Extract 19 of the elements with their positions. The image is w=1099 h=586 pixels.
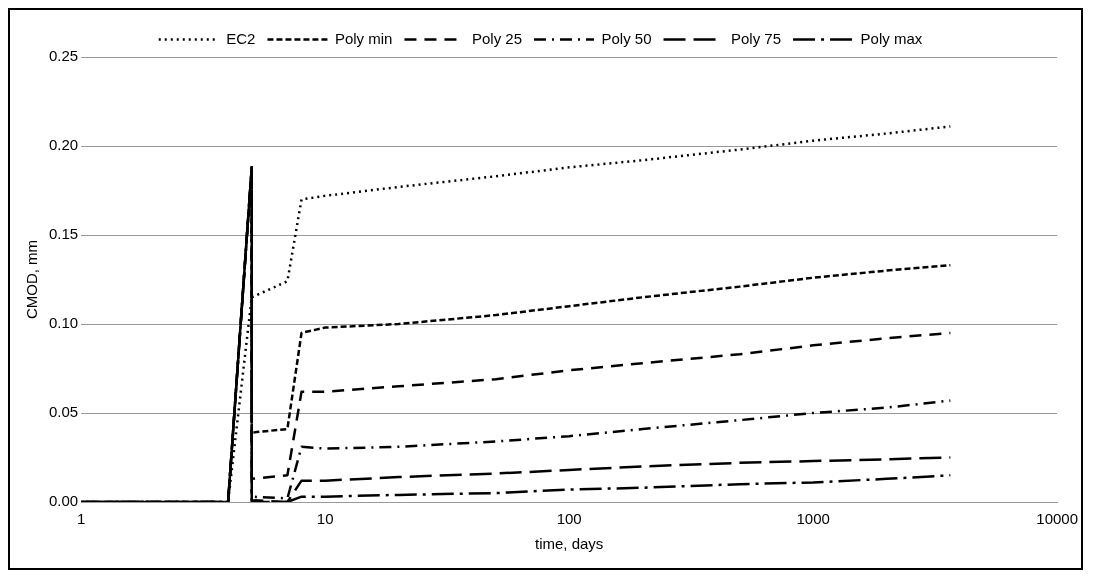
y-tick-label: 0.10 (48, 314, 79, 332)
y-tick-label: 0.00 (48, 492, 79, 510)
y-axis-title: CMOD, mm (23, 239, 41, 320)
legend-label: Poly 50 (601, 29, 652, 47)
x-tick-label: 10000 (1036, 510, 1078, 528)
x-tick-label: 10 (316, 510, 334, 528)
y-tick-label: 0.20 (48, 136, 79, 154)
y-tick-label: 0.05 (48, 403, 79, 421)
y-tick-label: 0.25 (48, 47, 79, 65)
x-axis-title: time, days (534, 535, 604, 553)
legend-label: Poly max (860, 29, 923, 47)
y-tick-label: 0.15 (48, 225, 79, 243)
legend-label: Poly 25 (471, 29, 523, 47)
legend-label: Poly min (334, 29, 393, 47)
legend-label: Poly 75 (731, 29, 782, 47)
x-tick-label: 100 (556, 510, 582, 528)
legend-label: EC2 (226, 29, 256, 47)
x-tick-label: 1 (77, 510, 86, 528)
x-tick-label: 1000 (796, 510, 830, 528)
